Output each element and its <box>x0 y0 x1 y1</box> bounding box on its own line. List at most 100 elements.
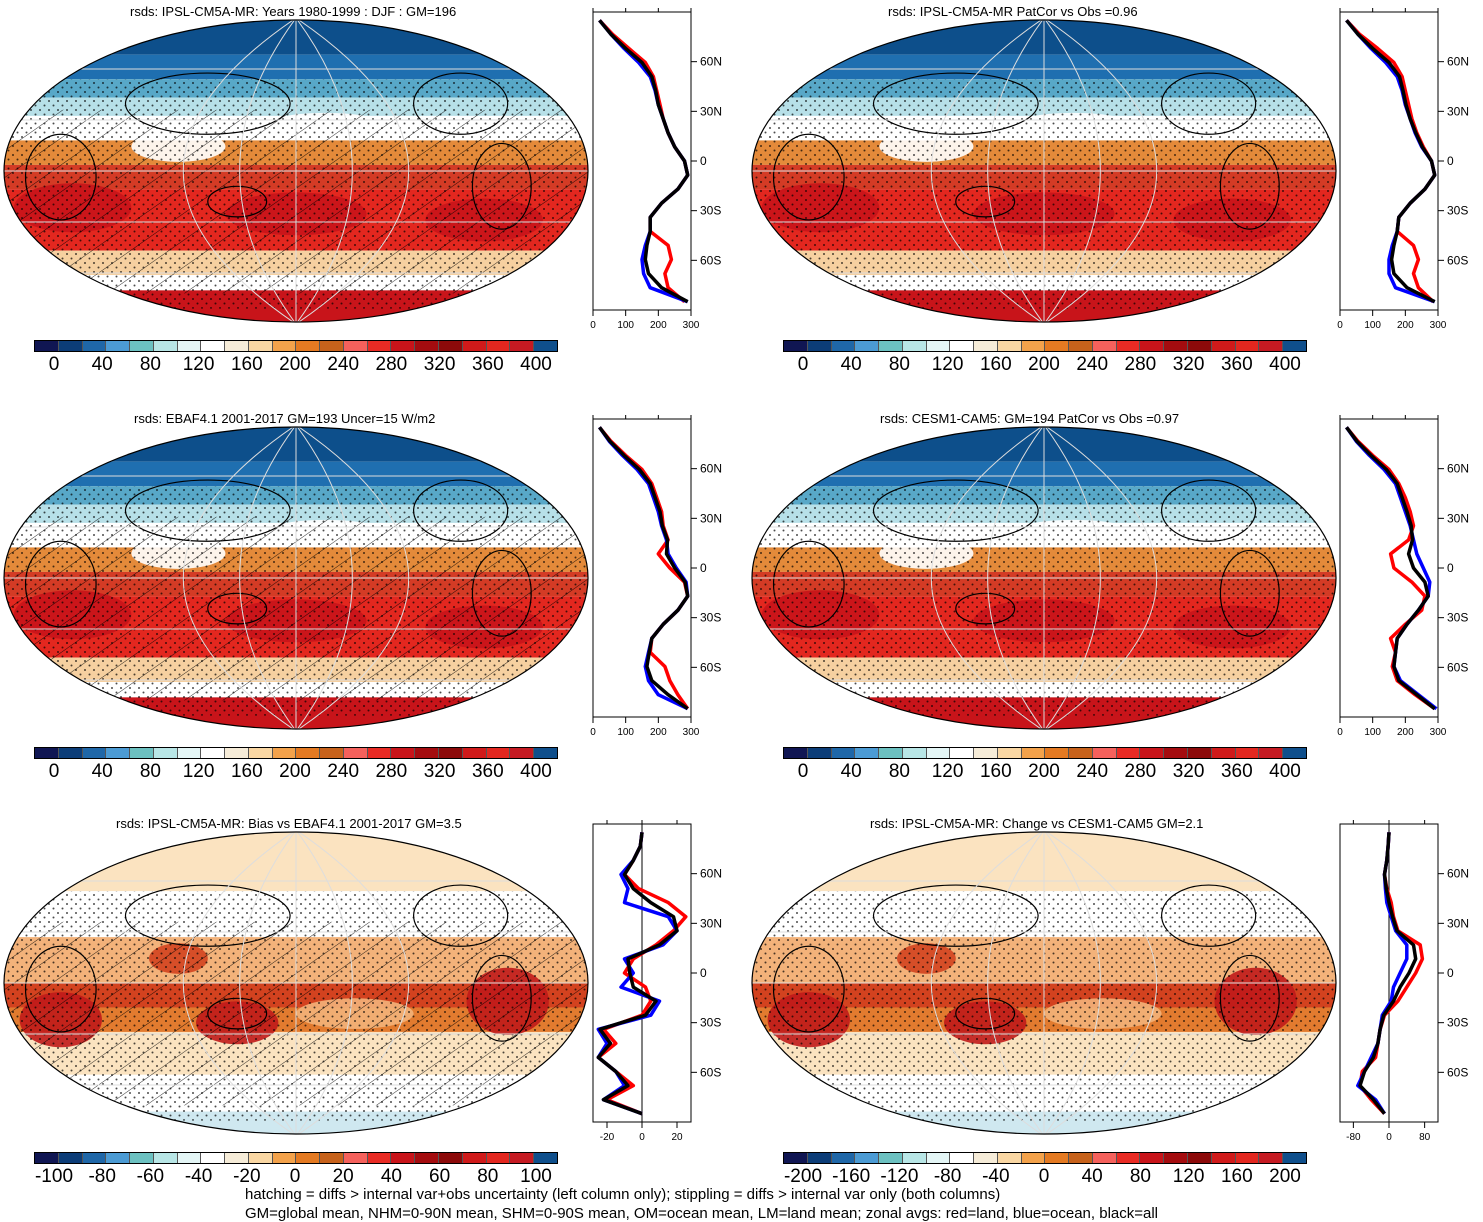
lat-label: 30S <box>1447 204 1468 218</box>
continent-outline <box>413 479 509 542</box>
colorbar-swatch <box>462 748 487 758</box>
continent-outline <box>772 945 845 1033</box>
colorbar-swatch <box>153 1153 178 1163</box>
colorbar-swatch <box>950 341 975 351</box>
colorbar-swatch <box>1069 341 1093 351</box>
colorbar-label: 280 <box>1124 354 1157 375</box>
colorbar-label: 80 <box>477 1166 499 1187</box>
lat-label: 0 <box>1447 966 1454 980</box>
continent-outline <box>1219 142 1280 230</box>
panel-title: rsds: IPSL-CM5A-MR: Change vs CESM1-CAM5… <box>870 816 1204 831</box>
graticule-meridian <box>1043 832 1101 1134</box>
colorbar-swatch <box>1283 1153 1306 1163</box>
colorbar-swatch <box>997 748 1022 758</box>
colorbar-label: 120 <box>1172 1166 1205 1187</box>
lat-label: 0 <box>700 966 707 980</box>
colorbar <box>34 1152 558 1164</box>
colorbar-swatch <box>784 1153 808 1163</box>
x-tick-label: 0 <box>590 727 596 738</box>
colorbar-swatch <box>272 341 297 351</box>
colorbar-label: 0 <box>48 354 60 375</box>
colorbar-swatch <box>486 1153 511 1163</box>
lat-label: 60N <box>1447 55 1469 69</box>
colorbar-swatch <box>1235 748 1260 758</box>
graticule-meridian <box>239 832 297 1134</box>
colorbar-swatch <box>926 341 951 351</box>
colorbar-swatch <box>1116 748 1141 758</box>
colorbar-label: 160 <box>979 761 1012 782</box>
continent-outline <box>1161 72 1257 135</box>
colorbar-label: 0 <box>1038 1166 1050 1187</box>
continent-outline <box>872 884 1039 947</box>
colorbar-label: 200 <box>1269 1166 1301 1187</box>
continent-outline <box>24 945 97 1033</box>
colorbar-swatch <box>225 748 249 758</box>
colorbar-swatch <box>177 1153 202 1163</box>
graticule-meridian <box>182 832 297 1134</box>
x-tick-label: -80 <box>1346 1132 1361 1143</box>
colorbar-swatch <box>177 748 202 758</box>
colorbar-label: 40 <box>91 354 113 375</box>
colorbar-swatch <box>1140 1153 1165 1163</box>
graticule-meridian <box>295 427 353 729</box>
x-tick-label: -20 <box>600 1132 615 1143</box>
lat-label: 0 <box>700 154 707 168</box>
colorbar-label: 400 <box>520 761 552 782</box>
colorbar-swatch <box>296 1153 321 1163</box>
colorbar-swatch <box>534 341 557 351</box>
x-tick-label: 100 <box>1364 727 1381 738</box>
colorbar-label: 240 <box>1076 354 1109 375</box>
panel-title: rsds: EBAF4.1 2001-2017 GM=193 Uncer=15 … <box>134 411 436 426</box>
x-tick-label: 300 <box>1430 320 1447 331</box>
colorbar-swatch <box>1188 1153 1212 1163</box>
colorbar-swatch <box>1259 341 1284 351</box>
lat-label: 30N <box>1447 916 1469 930</box>
lat-label: 60N <box>1447 867 1469 881</box>
continent-outline <box>207 997 268 1030</box>
colorbar-swatch <box>462 1153 487 1163</box>
colorbar-swatch <box>35 341 59 351</box>
colorbar-swatch <box>343 1153 368 1163</box>
colorbar-label: 200 <box>279 761 311 782</box>
map-panel <box>3 831 589 1135</box>
colorbar-label: -40 <box>982 1166 1010 1187</box>
colorbar-swatch <box>367 748 392 758</box>
colorbar-label: 40 <box>840 354 862 375</box>
colorbar-swatch <box>1164 341 1189 351</box>
map-border <box>751 831 1337 1135</box>
zonal-profile: 60N30N030S60S0100200300W m-2 <box>1337 415 1469 738</box>
continent-outline <box>124 884 291 947</box>
colorbar-swatch <box>58 748 83 758</box>
colorbar-swatch <box>784 748 808 758</box>
lat-label: 60S <box>700 253 721 267</box>
colorbar-swatch <box>415 1153 440 1163</box>
colorbar-swatch <box>1188 341 1212 351</box>
colorbar-swatch <box>1235 1153 1260 1163</box>
colorbar-label: 0 <box>48 761 60 782</box>
colorbar-label: 400 <box>1269 761 1301 782</box>
colorbar-label: 200 <box>1028 761 1060 782</box>
colorbar-label: -80 <box>933 1166 962 1187</box>
colorbar-swatch <box>784 341 808 351</box>
colorbar-swatch <box>1092 748 1117 758</box>
map-panel <box>3 426 589 730</box>
colorbar <box>34 747 558 759</box>
colorbar-swatch <box>974 748 998 758</box>
graticule-meridian <box>182 427 297 729</box>
colorbar-swatch <box>855 748 880 758</box>
colorbar-swatch <box>1116 1153 1141 1163</box>
colorbar-label: 400 <box>520 354 552 375</box>
lat-label: 0 <box>1447 154 1454 168</box>
lat-label: 30N <box>700 511 722 525</box>
colorbar-swatch <box>879 341 903 351</box>
colorbar-label: 120 <box>931 354 964 375</box>
graticule-meridian <box>239 20 297 322</box>
continent-outline <box>413 72 509 135</box>
colorbar-swatch <box>391 748 416 758</box>
colorbar-swatch <box>974 1153 998 1163</box>
colorbar-label: 240 <box>1076 761 1109 782</box>
colorbar-swatch <box>439 341 463 351</box>
colorbar-swatch <box>1045 1153 1070 1163</box>
colorbar-swatch <box>807 748 832 758</box>
